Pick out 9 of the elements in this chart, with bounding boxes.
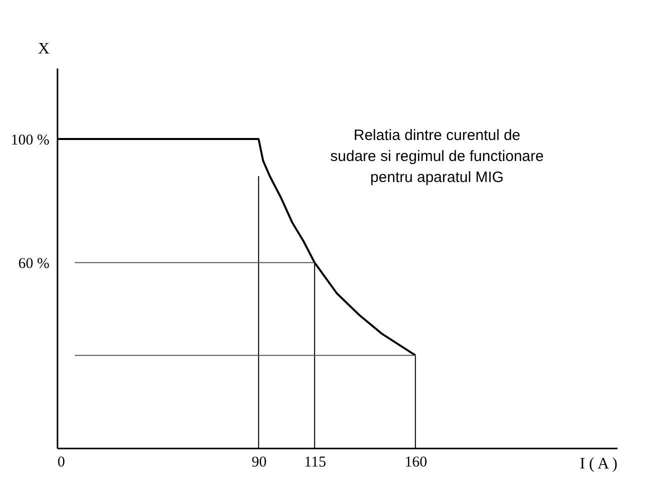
x-tick-label: 90 (252, 454, 267, 470)
annotation: Relatia dintre curentul de sudare si regimul de functionare pentru aparatul MIG (330, 127, 544, 186)
x-tick-label: 0 (58, 454, 65, 470)
x-tick-label: 115 (304, 454, 326, 470)
y-tick-label: 60 % (18, 256, 50, 272)
y-tick-label: 100 % (10, 132, 50, 149)
x-axis-title: I ( A ) (580, 456, 618, 472)
y-axis-title: X (38, 40, 50, 58)
x-tick-label: 160 (404, 454, 428, 470)
